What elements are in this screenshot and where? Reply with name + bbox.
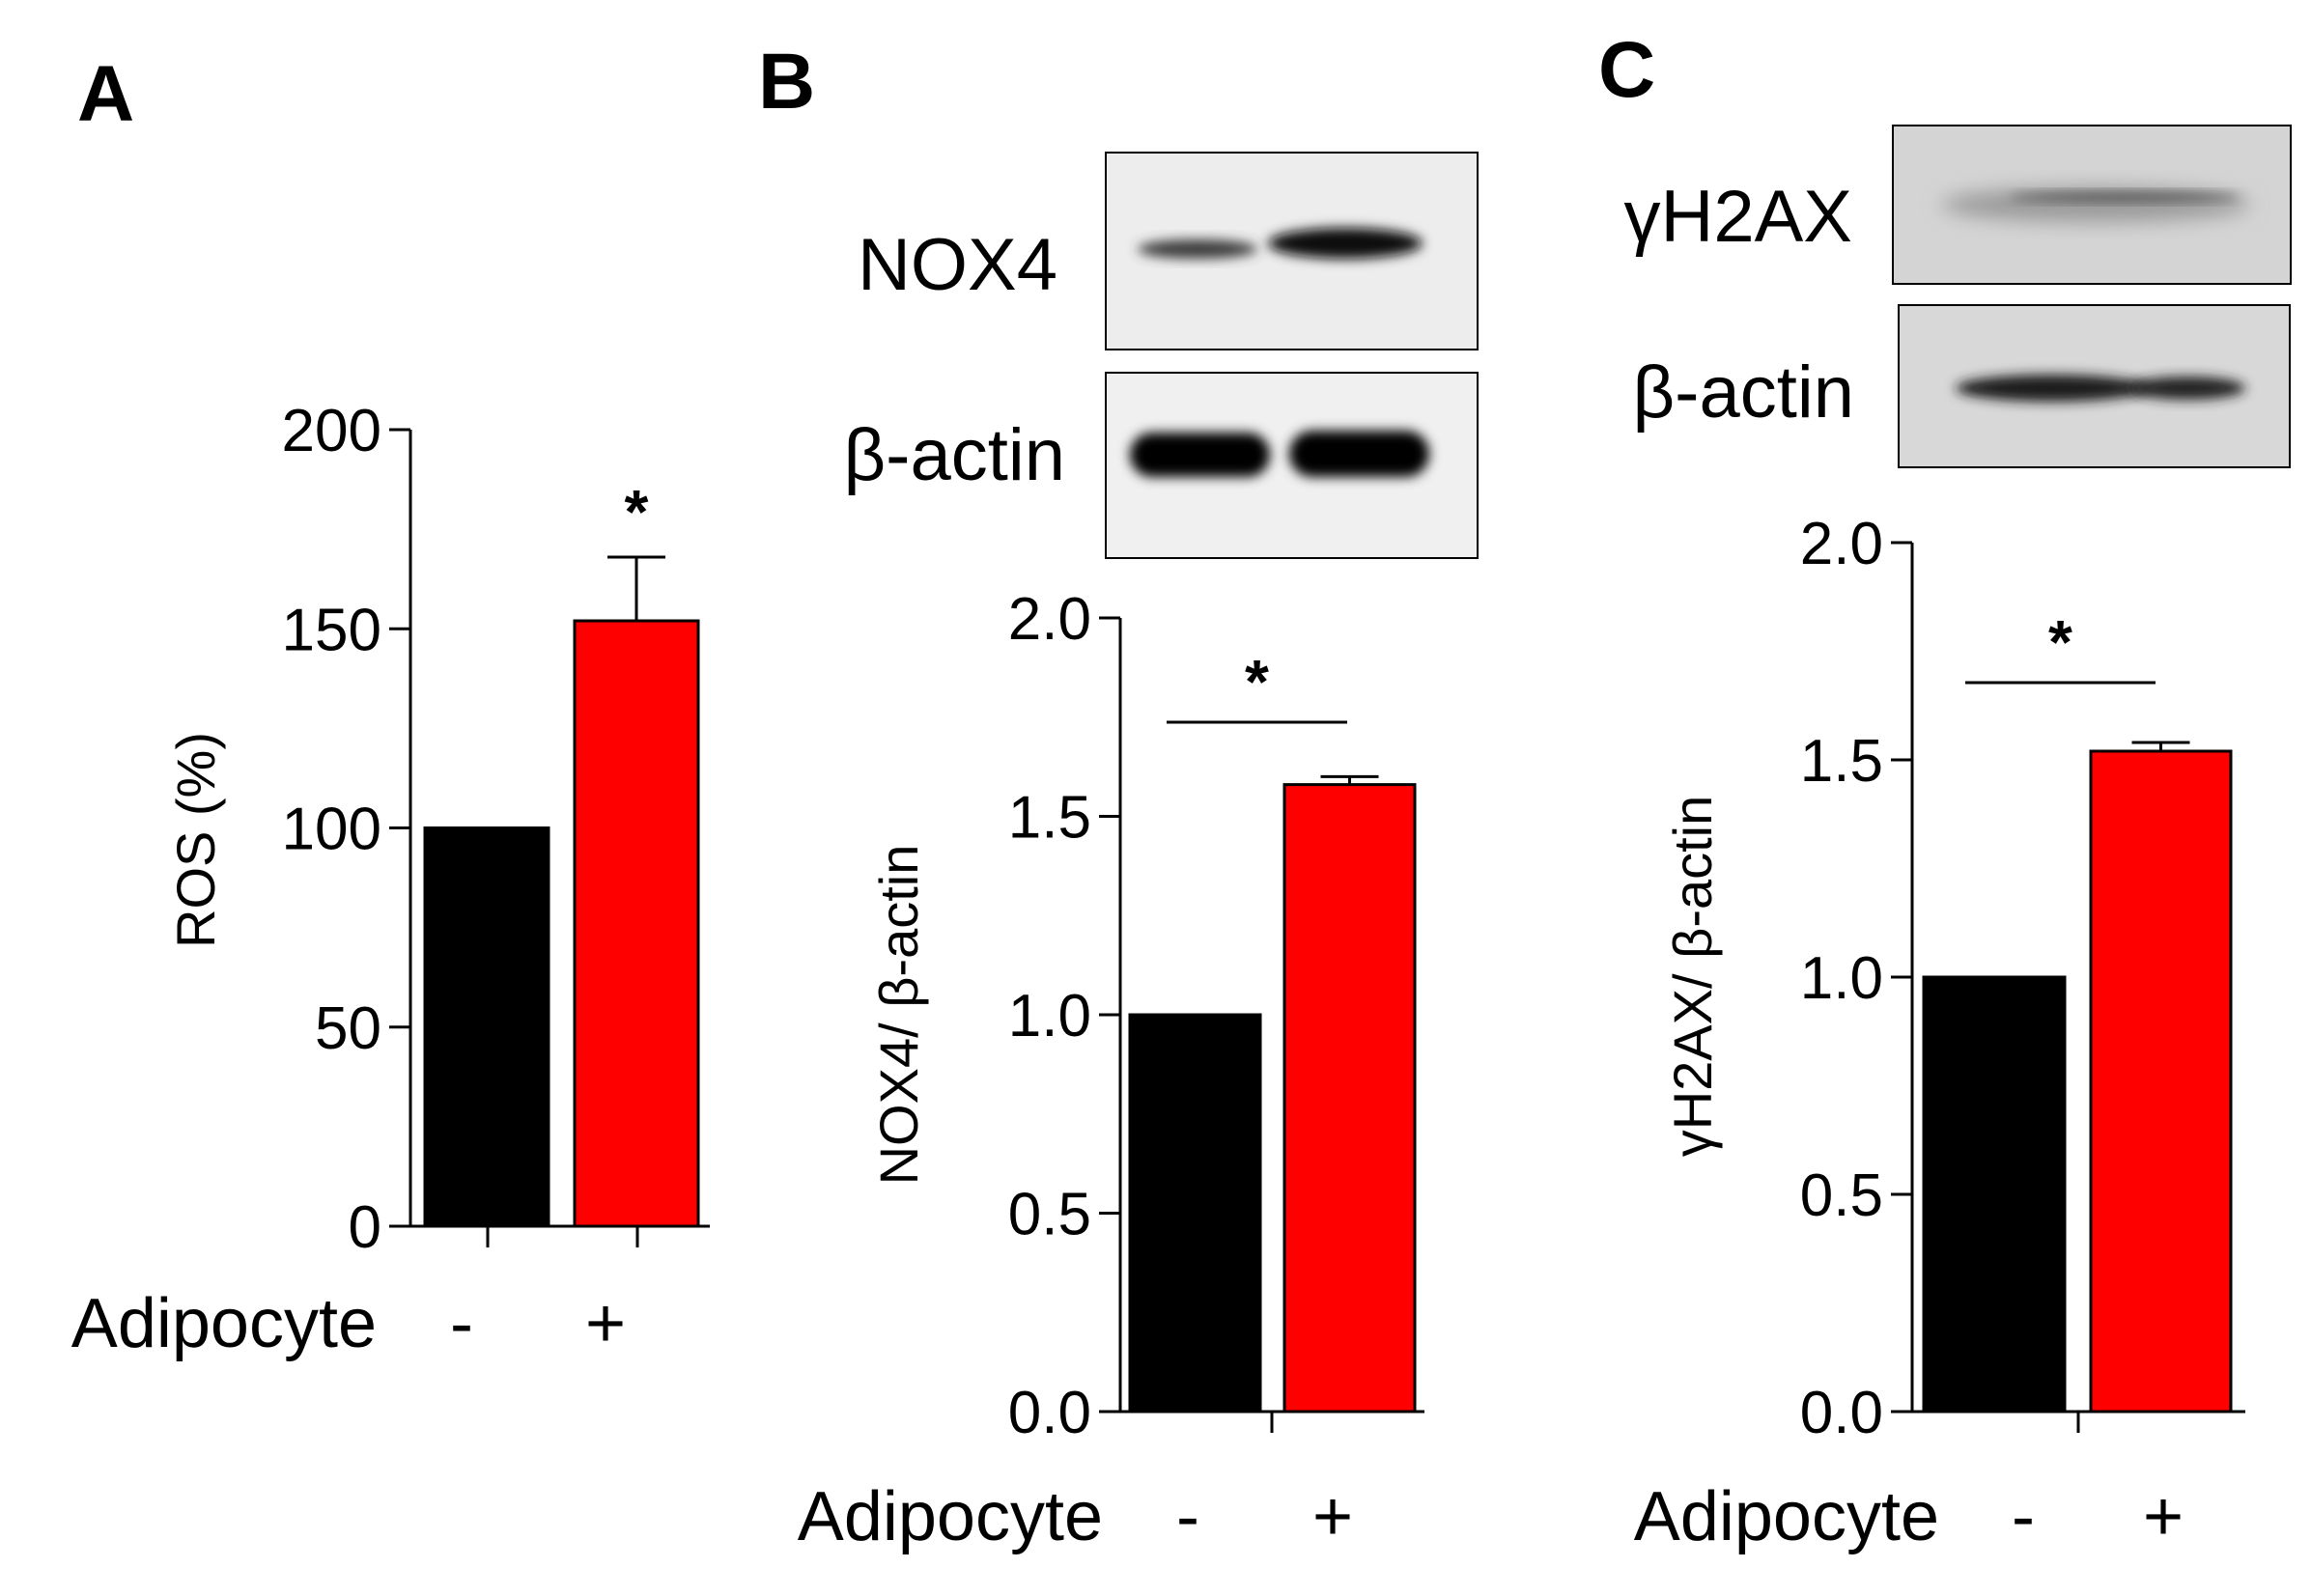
blot-label-beta-actin-c: β-actin [1632, 351, 1854, 434]
y-tick-label: 150 [282, 597, 381, 663]
panel-label-c: C [1598, 26, 1655, 114]
y-tick-label: 2.0 [1800, 511, 1883, 577]
bar-control [423, 826, 550, 1228]
chart-gh2ax: 0.0 0.5 1.0 1.5 2.0 * γH2AX/ β-actin Adipocyte -… [1634, 511, 2245, 1555]
significance-star: * [1245, 647, 1269, 716]
significance-star: * [2048, 607, 2072, 677]
y-tick-label: 50 [315, 995, 381, 1062]
y-axis-label: ROS (%) [165, 732, 226, 948]
blot-label-nox4: NOX4 [858, 224, 1057, 306]
y-tick-label: 200 [282, 398, 381, 464]
blot-beta-actin-b [1105, 372, 1479, 559]
bar-control [1128, 1013, 1262, 1414]
y-tick-label: 0.0 [1008, 1380, 1091, 1446]
blot-gh2ax [1892, 125, 2292, 285]
y-tick-label: 1.0 [1008, 983, 1091, 1050]
x-axis-label: Adipocyte [1634, 1478, 1939, 1555]
bar-control [1922, 975, 2067, 1414]
panel-label-a: A [77, 50, 134, 138]
chart-nox4: 0.0 0.5 1.0 1.5 2.0 * NOX4/ β-actin Adipocyte - + [798, 586, 1424, 1555]
panel-label-b: B [758, 38, 815, 126]
bar-adipocyte [1282, 783, 1417, 1414]
x-axis-label: Adipocyte [71, 1285, 377, 1362]
category-label: - [2012, 1478, 2035, 1555]
category-label: - [1176, 1478, 1199, 1555]
y-tick-label: 1.0 [1800, 945, 1883, 1012]
blot-beta-actin-c [1898, 304, 2291, 468]
y-tick-label: 0.0 [1800, 1380, 1883, 1446]
y-tick-label: 2.0 [1008, 586, 1091, 653]
bar-adipocyte [2089, 749, 2233, 1414]
blot-label-beta-actin-b: β-actin [843, 414, 1065, 496]
y-tick-label: 1.5 [1800, 728, 1883, 795]
blot-nox4 [1105, 152, 1479, 350]
y-tick-label: 100 [282, 797, 381, 863]
blot-label-gh2ax: γH2AX [1623, 176, 1852, 258]
y-axis-label: γH2AX/ β-actin [1662, 796, 1723, 1158]
significance-star: * [625, 477, 649, 546]
y-tick-label: 0.5 [1008, 1182, 1091, 1248]
chart-ros: 0 50 100 150 200 * ROS (%) Adipocyte - + [71, 398, 710, 1362]
category-label: - [450, 1285, 473, 1362]
y-axis-label: NOX4/ β-actin [868, 845, 929, 1186]
category-label: + [1312, 1478, 1353, 1555]
bar-adipocyte [573, 619, 700, 1228]
x-axis-label: Adipocyte [798, 1478, 1103, 1555]
y-tick-label: 0 [349, 1194, 381, 1261]
category-label: + [2143, 1478, 2184, 1555]
y-tick-label: 1.5 [1008, 785, 1091, 852]
category-label: + [585, 1285, 626, 1362]
y-tick-label: 0.5 [1800, 1162, 1883, 1229]
